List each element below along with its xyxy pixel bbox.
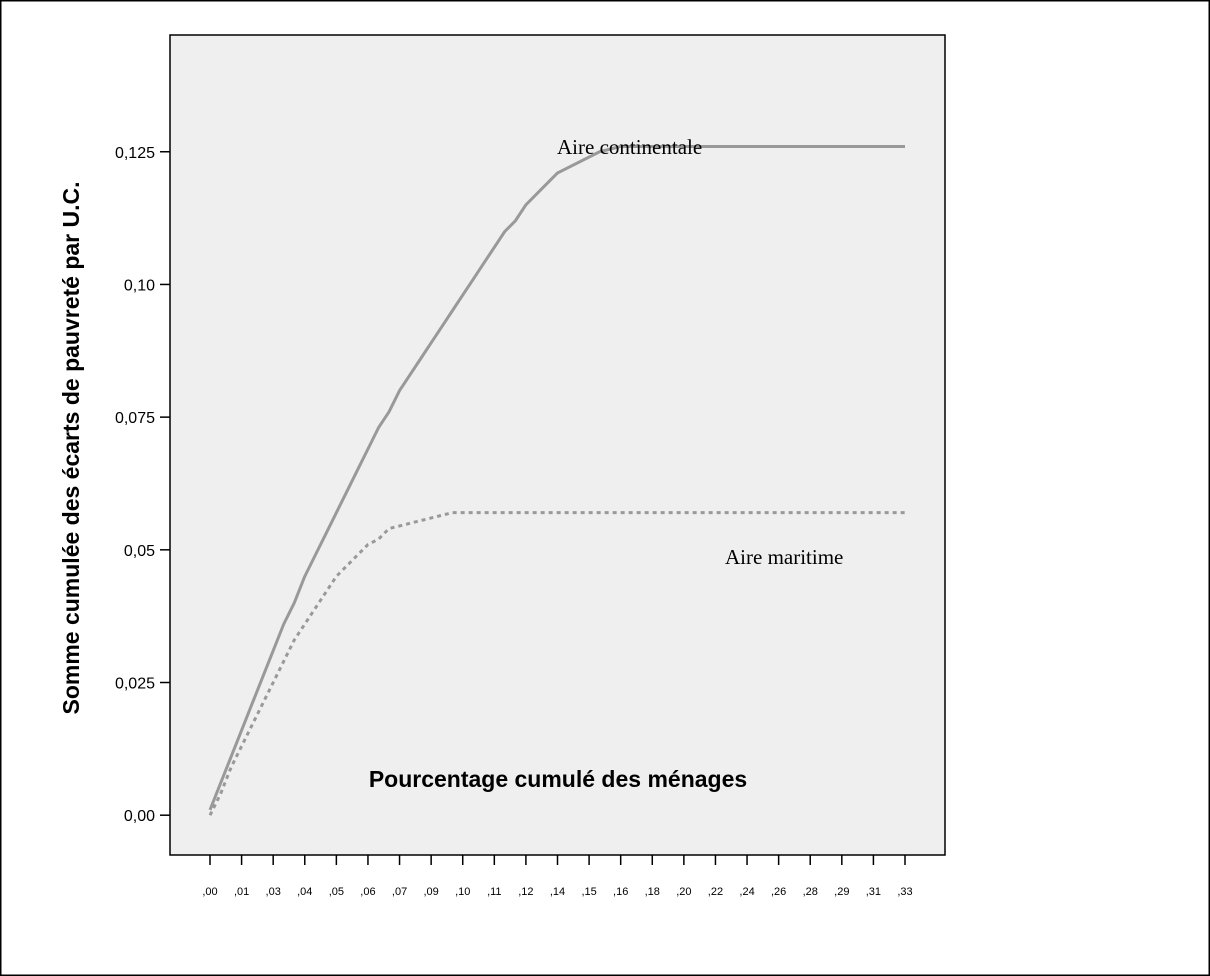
x-tick-label: ,00 — [202, 886, 217, 898]
x-tick-label: ,24 — [739, 886, 754, 898]
x-tick-label: ,06 — [360, 886, 375, 898]
series-label-aire-maritime: Aire maritime — [725, 545, 843, 569]
x-axis-title: Pourcentage cumulé des ménages — [369, 766, 747, 792]
x-tick-label: ,05 — [329, 886, 344, 898]
series-layer — [208, 144, 905, 816]
series-line-aire-maritime — [208, 511, 905, 816]
y-tick-label: 0,05 — [124, 543, 155, 560]
x-tick-label: ,11 — [487, 886, 501, 898]
x-tick-label: ,28 — [803, 886, 818, 898]
x-tick-label: ,09 — [423, 886, 438, 898]
series-label-aire-continentale: Aire continentale — [557, 135, 702, 159]
x-tick-label: ,16 — [613, 886, 628, 898]
y-tick-label: 0,10 — [124, 277, 155, 294]
x-tick-label: ,07 — [392, 886, 407, 898]
x-tick-label: ,31 — [866, 886, 881, 898]
x-tick-label: ,20 — [676, 886, 691, 898]
y-axis-title: Somme cumulée des écarts de pauvreté par… — [58, 181, 84, 714]
x-tick-label: ,18 — [645, 886, 660, 898]
y-axis: 0,00 0,025 0,05 0,075 0,10 0,125 — [115, 145, 170, 825]
x-tick-label: ,14 — [550, 886, 565, 898]
x-tick-label: ,04 — [297, 886, 312, 898]
x-tick-label: ,12 — [518, 886, 533, 898]
x-tick-label: ,33 — [897, 886, 912, 898]
x-tick-label: ,22 — [708, 886, 723, 898]
x-tick-label: ,10 — [455, 886, 470, 898]
x-axis: ,00 ,01 ,03 ,04 ,05 ,06 ,07 ,09 ,10 ,11 ,12 ,14 ,15,… — [202, 855, 913, 898]
x-tick-label: ,26 — [771, 886, 786, 898]
x-tick-label: ,15 — [581, 886, 596, 898]
series-line-aire-continentale — [208, 144, 905, 811]
x-tick-label: ,01 — [234, 886, 249, 898]
y-tick-label: 0,025 — [115, 676, 155, 693]
y-tick-label: 0,075 — [115, 410, 155, 427]
x-tick-label: ,29 — [834, 886, 849, 898]
y-tick-label: 0,00 — [124, 808, 155, 825]
x-tick-label: ,03 — [266, 886, 281, 898]
y-tick-label: 0,125 — [115, 145, 155, 162]
